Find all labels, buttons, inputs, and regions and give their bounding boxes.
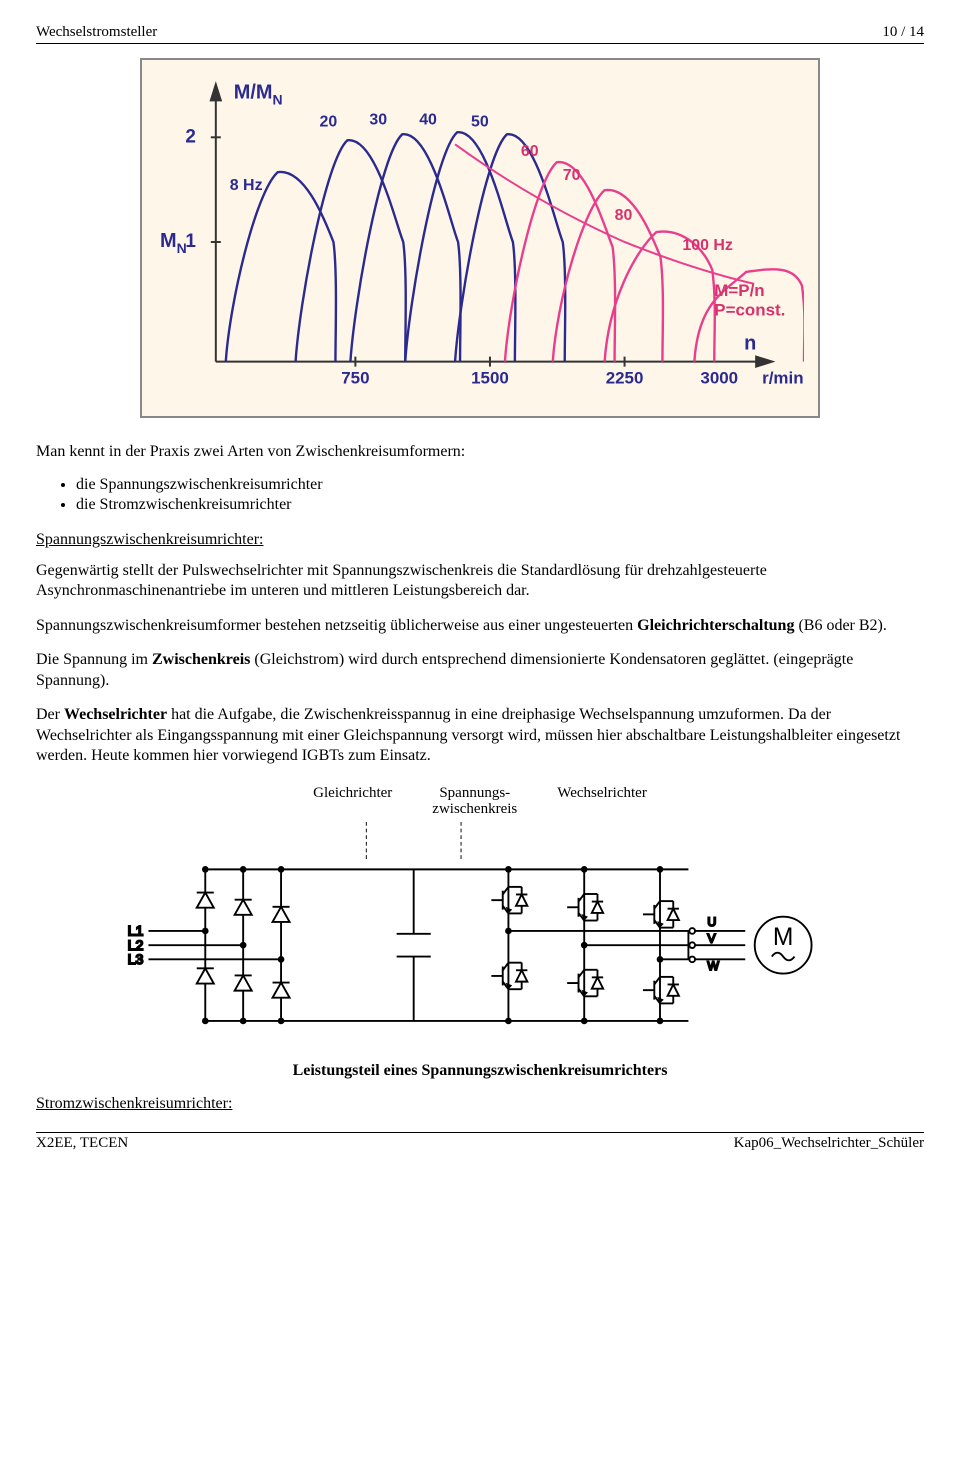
- text-run: Spannungs-: [439, 785, 510, 801]
- chart-annotation: M=P/n: [714, 281, 764, 300]
- circuit-stage-labels: Gleichrichter Spannungs- zwischenkreis W…: [36, 785, 924, 818]
- curve-label: 40: [419, 111, 437, 128]
- page-header: Wechselstromsteller 10 / 14: [36, 24, 924, 44]
- torque-curve: [296, 140, 406, 361]
- motor-phase-label: W: [707, 958, 719, 972]
- bullet-list: die Spannungszwischenkreisumrichter die …: [36, 476, 924, 514]
- header-left: Wechselstromsteller: [36, 24, 157, 41]
- torque-curve: [455, 134, 565, 361]
- body-paragraph: Gegenwärtig stellt der Pulswechselrichte…: [36, 561, 924, 602]
- torque-curve: [226, 172, 336, 362]
- stage-label: Gleichrichter: [313, 785, 392, 818]
- x-tick-label: 750: [341, 369, 369, 388]
- footer-left: X2EE, TECEN: [36, 1135, 128, 1152]
- l-label: L3: [128, 952, 144, 968]
- curve-label: 60: [521, 143, 539, 160]
- curve-label: 8 Hz: [230, 177, 263, 194]
- body-paragraph: Spannungszwischenkreisumformer bestehen …: [36, 616, 924, 636]
- circuit-caption: Leistungsteil eines Spannungszwischenkre…: [36, 1061, 924, 1081]
- text-bold: Zwischenkreis: [152, 651, 250, 668]
- curve-label: 80: [615, 207, 633, 224]
- x-tick-label: 3000: [700, 369, 738, 388]
- list-item: die Spannungszwischenkreisumrichter: [76, 476, 924, 494]
- stage-label: Wechselrichter: [557, 785, 647, 818]
- footer-right: Kap06_Wechselrichter_Schüler: [734, 1135, 924, 1152]
- text-run: Die Spannung im: [36, 651, 152, 668]
- y-axis-label: M/MN: [234, 81, 283, 107]
- curve-label: 50: [471, 113, 489, 130]
- chart-annotation: P=const.: [714, 301, 785, 320]
- motor-phase-label: U: [707, 915, 716, 929]
- torque-speed-chart: 1 2 M/MN MN 750 1500 2250 3000 r/min n 8…: [140, 58, 820, 418]
- x-tick-label: 2250: [606, 369, 644, 388]
- motor-phase-label: V: [707, 931, 716, 945]
- y-side-label: MN: [160, 230, 187, 256]
- text-run: (B6 oder B2).: [794, 617, 886, 634]
- list-item: die Stromzwischenkreisumrichter: [76, 496, 924, 514]
- curve-label: 70: [563, 167, 581, 184]
- text-run: Spannungszwischenkreisumformer bestehen …: [36, 617, 637, 634]
- text-run: zwischenkreis: [432, 801, 517, 817]
- x-unit-label: r/min: [762, 369, 803, 388]
- text-bold: Wechselrichter: [64, 706, 167, 723]
- curve-label: 20: [319, 113, 337, 130]
- body-paragraph: Die Spannung im Zwischenkreis (Gleichstr…: [36, 650, 924, 691]
- text-run: Der: [36, 706, 64, 723]
- x-final-label: n: [744, 333, 756, 355]
- y-tick-label: 1: [185, 231, 196, 252]
- circuit-diagram: L1 L2 L3 U V W M: [120, 822, 840, 1049]
- curve-label: 100 Hz: [682, 237, 733, 254]
- y-tick-label: 2: [185, 126, 196, 147]
- section-title: Spannungszwischenkreisumrichter:: [36, 530, 924, 550]
- curve-label: 30: [369, 111, 387, 128]
- stage-label: Spannungs- zwischenkreis: [432, 785, 517, 818]
- x-tick-label: 1500: [471, 369, 509, 388]
- body-paragraph: Der Wechselrichter hat die Aufgabe, die …: [36, 705, 924, 766]
- section-title: Stromzwischenkreisumrichter:: [36, 1094, 924, 1114]
- chart-svg: 1 2 M/MN MN 750 1500 2250 3000 r/min n 8…: [156, 70, 804, 404]
- page-footer: X2EE, TECEN Kap06_Wechselrichter_Schüler: [36, 1132, 924, 1152]
- torque-curve: [505, 162, 615, 362]
- motor-symbol: M: [773, 924, 794, 951]
- intro-paragraph: Man kennt in der Praxis zwei Arten von Z…: [36, 442, 924, 462]
- header-right: 10 / 14: [882, 24, 924, 41]
- text-bold: Gleichrichterschaltung: [637, 617, 794, 634]
